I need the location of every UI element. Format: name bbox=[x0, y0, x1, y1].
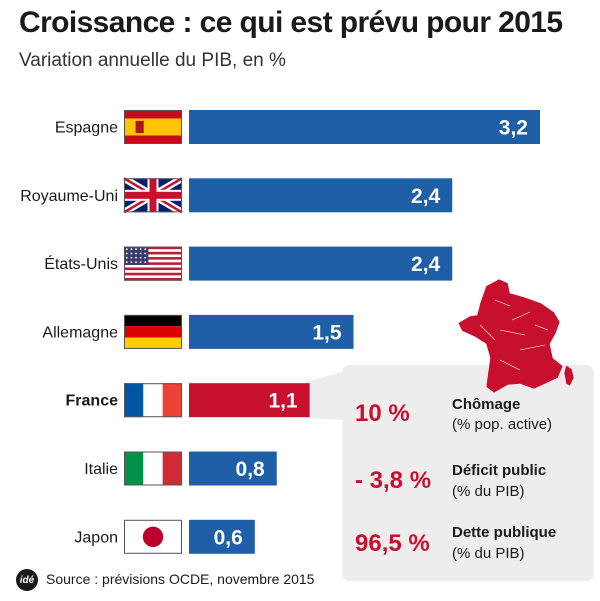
italy-flag-icon bbox=[124, 451, 182, 486]
uk-flag-icon bbox=[122, 175, 184, 216]
category-label: États-Unis bbox=[44, 254, 118, 273]
bar-value-label: 1,1 bbox=[268, 390, 298, 413]
indicator-sub-deficit: (% du PIB) bbox=[452, 483, 525, 500]
bar-value-label: 1,5 bbox=[312, 321, 342, 344]
publisher-logo: idé bbox=[16, 569, 38, 591]
indicator-label-deficit: Déficit public bbox=[452, 462, 547, 479]
bar-6 bbox=[189, 519, 255, 554]
indicator-value-dette: 96,5 % bbox=[355, 530, 430, 557]
germany-flag-icon bbox=[124, 314, 182, 349]
bar-4 bbox=[189, 383, 310, 418]
bar-value-label: 0,6 bbox=[214, 526, 243, 549]
indicator-value-chomage: 10 % bbox=[355, 400, 410, 427]
france-flag-icon bbox=[124, 383, 182, 418]
japan-flag-icon bbox=[124, 519, 182, 554]
bar-0 bbox=[189, 110, 540, 144]
indicator-sub-chomage: (% pop. active) bbox=[452, 416, 553, 433]
bar-5 bbox=[189, 451, 277, 486]
panel-connector bbox=[306, 372, 342, 420]
bar-2 bbox=[189, 246, 453, 281]
category-label: France bbox=[66, 393, 119, 410]
bar-value-label: 3,2 bbox=[499, 117, 528, 140]
category-label: Italie bbox=[84, 461, 118, 478]
spain-flag-icon bbox=[124, 110, 182, 144]
bar-3 bbox=[189, 314, 354, 349]
bar-value-label: 2,4 bbox=[411, 185, 441, 208]
bar-value-label: 2,4 bbox=[411, 253, 441, 276]
category-label: Allemagne bbox=[42, 324, 118, 341]
indicator-label-dette: Dette publique bbox=[452, 524, 557, 541]
indicator-sub-dette: (% du PIB) bbox=[452, 545, 525, 562]
category-label: Japon bbox=[74, 529, 118, 546]
page-title: Croissance : ce qui est prévu pour 2015 bbox=[19, 6, 563, 39]
indicator-value-deficit: - 3,8 % bbox=[355, 467, 432, 494]
france-map-icon bbox=[457, 278, 575, 394]
chart-subtitle: Variation annuelle du PIB, en % bbox=[19, 50, 286, 71]
bar-1 bbox=[189, 178, 453, 213]
indicator-label-chomage: Chômage bbox=[452, 396, 521, 413]
category-label: Espagne bbox=[55, 120, 118, 137]
category-label: Royaume-Uni bbox=[20, 188, 118, 205]
source-note: Source : prévisions OCDE, novembre 2015 bbox=[46, 571, 315, 587]
france-panel-background bbox=[342, 365, 594, 581]
usa-flag-icon bbox=[124, 246, 182, 281]
bar-value-label: 0,8 bbox=[236, 458, 266, 481]
